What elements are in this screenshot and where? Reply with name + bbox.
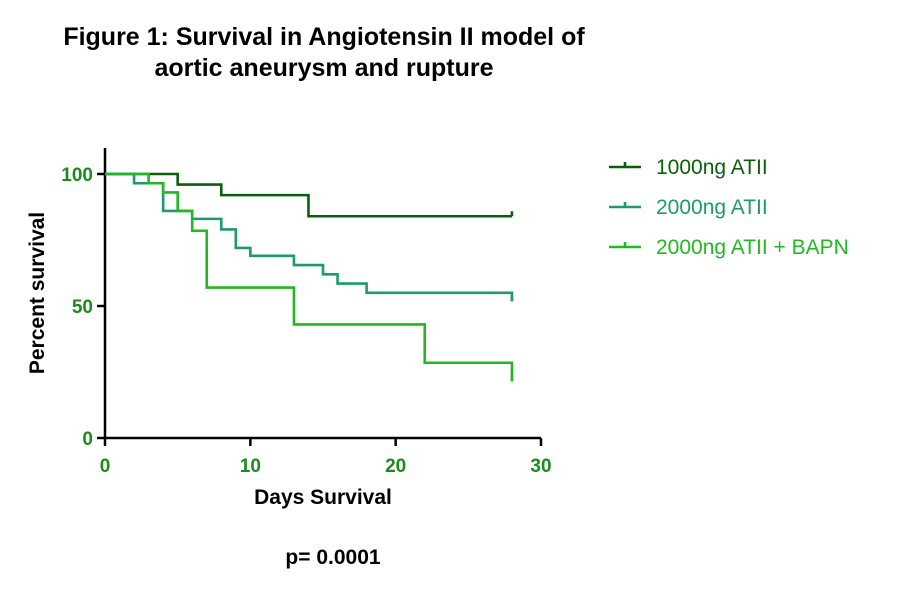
chart-title-line-1: Figure 1: Survival in Angiotensin II mod… xyxy=(63,23,585,51)
legend-label-2: 2000ng ATII + BAPN xyxy=(656,236,849,259)
legend-label-0: 1000ng ATII xyxy=(656,156,768,179)
y-axis-label: Percent survival xyxy=(26,212,49,374)
p-value-annotation: p= 0.0001 xyxy=(285,546,381,569)
y-tick-label-1: 50 xyxy=(72,297,93,318)
x-axis-label: Days Survival xyxy=(254,486,392,509)
series-line-2 xyxy=(105,172,514,382)
x-tick-label-3: 30 xyxy=(530,456,551,477)
y-tick-label-0: 0 xyxy=(82,429,93,450)
tick-marks xyxy=(97,172,543,446)
x-tick-label-0: 0 xyxy=(100,456,111,477)
legend: 1000ng ATII 2000ng ATII 2000ng ATII + BAPN xyxy=(609,156,849,259)
axes xyxy=(103,148,541,440)
tick-labels: 0 10 20 30 0 50 100 xyxy=(61,165,551,477)
y-tick-label-2: 100 xyxy=(61,165,93,186)
chart-title: Figure 1: Survival in Angiotensin II mod… xyxy=(0,22,648,84)
chart-title-line-2: aortic aneurysm and rupture xyxy=(154,54,494,82)
x-tick-label-1: 10 xyxy=(240,456,261,477)
series-line-1 xyxy=(105,172,514,302)
series-layer xyxy=(105,172,514,382)
series-line-0 xyxy=(105,172,512,218)
legend-label-1: 2000ng ATII xyxy=(656,196,768,219)
x-tick-label-2: 20 xyxy=(385,456,406,477)
